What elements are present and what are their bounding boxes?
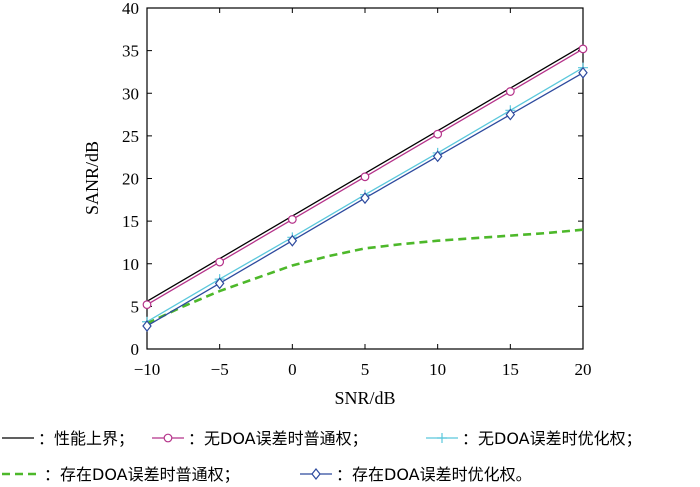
x-tick-label: 10 (429, 360, 446, 379)
series-4 (142, 66, 588, 332)
x-tick-label: 0 (288, 360, 297, 379)
legend-label: ：存在DOA误差时普通权； (44, 465, 240, 484)
legend-item: ：存在DOA误差时优化权。 (300, 465, 532, 484)
y-tick-label: 30 (122, 84, 139, 103)
y-axis-title: SANR/dB (82, 141, 102, 215)
x-axis-title: SNR/dB (334, 388, 395, 408)
diamond-marker (505, 108, 516, 121)
diamond-marker (311, 468, 321, 480)
circle-marker (360, 172, 370, 182)
circle-marker (505, 87, 515, 96)
y-tick-label: 25 (122, 127, 139, 146)
circle-marker (287, 215, 297, 224)
x-tick-label: 15 (502, 360, 519, 379)
circle-marker (578, 44, 588, 54)
circle-marker (433, 129, 443, 139)
y-tick-label: 10 (122, 255, 139, 274)
circle-marker (142, 300, 152, 310)
legend-item: ：无DOA误差时优化权； (426, 429, 642, 448)
y-tick-label: 40 (122, 0, 139, 18)
diamond-marker (360, 192, 370, 205)
diamond-marker (432, 150, 443, 163)
plus-marker (437, 433, 447, 443)
legend: ：性能上界； ：无DOA误差时普通权； ：无DOA误差时优化权； ：存在DOA误差时普… (2, 429, 642, 484)
x-axis: −10 −5 0 5 10 15 20 (134, 8, 592, 379)
y-tick-label: 5 (131, 297, 140, 316)
legend-item: ：存在DOA误差时普通权； (2, 465, 240, 484)
y-tick-label: 35 (122, 42, 139, 61)
x-tick-label: −10 (134, 360, 161, 379)
legend-label: ：性能上界； (38, 429, 134, 448)
y-tick-label: 20 (122, 170, 139, 189)
legend-label: ：无DOA误差时普通权； (188, 429, 368, 448)
y-tick-label: 15 (122, 212, 139, 231)
diamond-marker (578, 66, 588, 79)
legend-label: ：无DOA误差时优化权； (462, 429, 642, 448)
y-tick-label: 0 (131, 340, 140, 359)
series-1 (142, 44, 588, 310)
diamond-marker (287, 234, 298, 247)
circle-marker (163, 433, 173, 443)
plot-area: −10 −5 0 5 10 15 20 0 5 10 15 20 25 30 35 40 (122, 0, 592, 379)
circle-marker (215, 257, 225, 267)
y-axis: 0 5 10 15 20 25 30 35 40 (122, 0, 583, 359)
series-3 (146, 228, 584, 325)
diamond-marker (214, 277, 225, 290)
series-layer (142, 44, 588, 332)
legend-item: ：性能上界； (2, 429, 134, 448)
x-tick-label: 5 (361, 360, 370, 379)
diamond-marker (142, 320, 152, 332)
series-line (146, 228, 584, 325)
x-tick-label: 20 (575, 360, 592, 379)
legend-label: ：存在DOA误差时优化权。 (336, 465, 532, 484)
x-tick-label: −5 (211, 360, 229, 379)
legend-item: ：无DOA误差时普通权； (152, 429, 368, 448)
